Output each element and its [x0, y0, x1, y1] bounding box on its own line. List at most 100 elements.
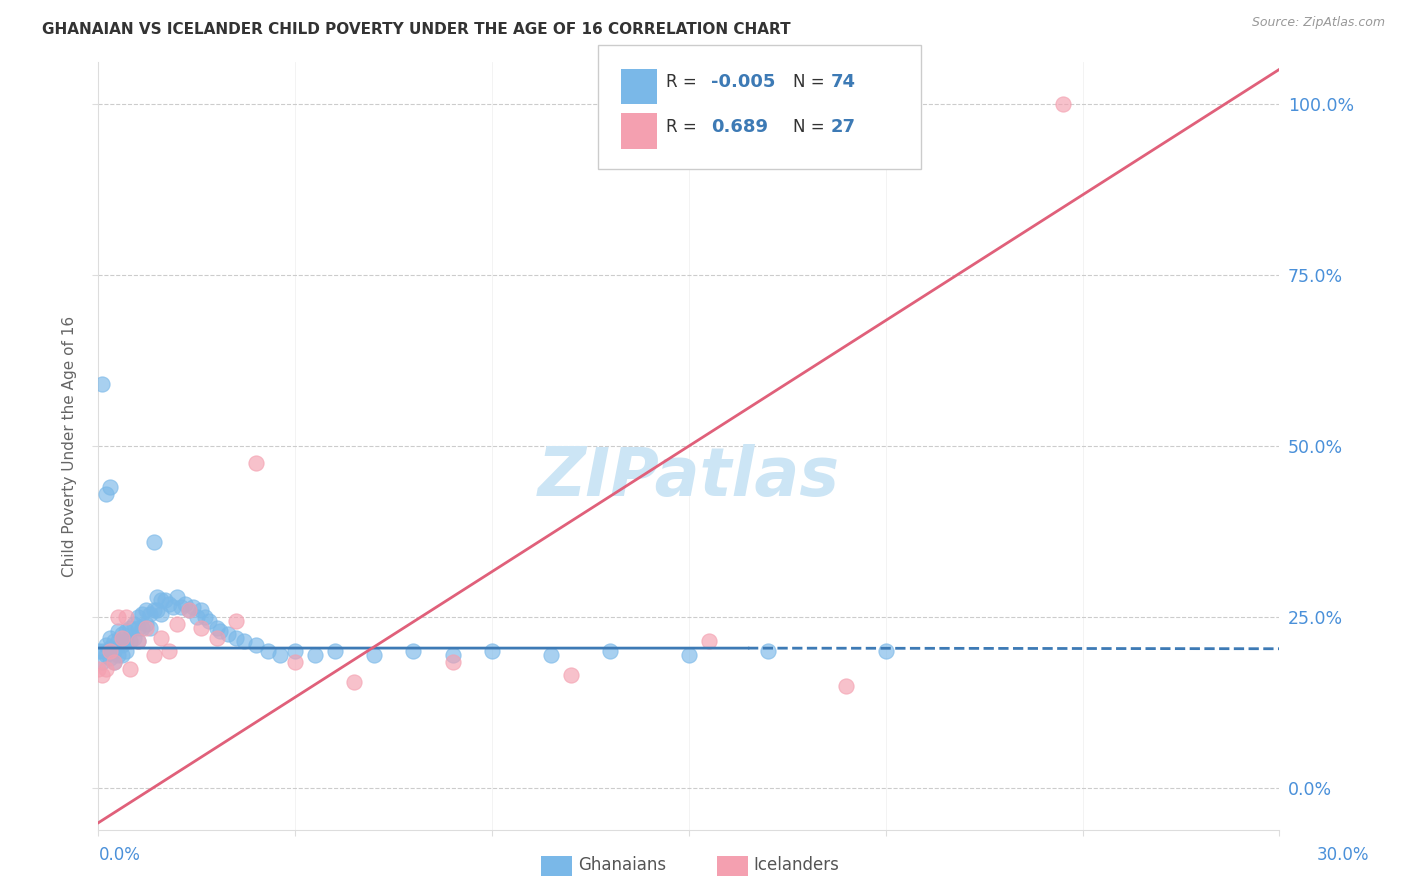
Text: R =: R =	[666, 118, 697, 136]
Point	[205, 631, 228, 645]
Point	[697, 634, 720, 648]
Point	[150, 607, 173, 621]
Point	[166, 590, 188, 604]
Point	[98, 651, 121, 665]
Point	[190, 620, 212, 634]
Text: Ghanaians: Ghanaians	[578, 856, 666, 874]
Point	[96, 487, 118, 501]
Point	[138, 620, 160, 634]
Point	[115, 634, 138, 648]
Point	[115, 644, 138, 658]
Point	[205, 620, 228, 634]
Point	[146, 603, 169, 617]
Point	[186, 610, 208, 624]
Point	[150, 631, 173, 645]
Point	[122, 631, 145, 645]
Point	[131, 607, 153, 621]
Point	[245, 456, 267, 470]
Point	[142, 603, 165, 617]
Point	[118, 620, 141, 634]
Point	[756, 644, 779, 658]
Point	[209, 624, 232, 638]
Point	[599, 644, 621, 658]
Point	[155, 593, 177, 607]
Point	[256, 644, 278, 658]
Point	[197, 614, 219, 628]
Text: -0.005: -0.005	[711, 73, 776, 91]
Point	[284, 644, 307, 658]
Point	[304, 648, 326, 662]
Text: 0.689: 0.689	[711, 118, 769, 136]
Point	[91, 377, 114, 392]
Point	[115, 610, 138, 624]
Point	[127, 634, 149, 648]
Text: 0.0%: 0.0%	[98, 846, 141, 863]
Point	[138, 607, 160, 621]
Point	[157, 644, 180, 658]
Point	[96, 638, 118, 652]
Point	[142, 648, 165, 662]
Text: GHANAIAN VS ICELANDER CHILD POVERTY UNDER THE AGE OF 16 CORRELATION CHART: GHANAIAN VS ICELANDER CHILD POVERTY UNDE…	[42, 22, 790, 37]
Point	[245, 638, 267, 652]
Point	[103, 644, 125, 658]
Text: Source: ZipAtlas.com: Source: ZipAtlas.com	[1251, 16, 1385, 29]
Point	[157, 597, 180, 611]
Point	[343, 675, 366, 690]
Text: N =: N =	[793, 118, 824, 136]
Point	[135, 620, 157, 634]
Point	[150, 593, 173, 607]
Point	[118, 634, 141, 648]
Point	[87, 644, 110, 658]
Point	[166, 617, 188, 632]
Point	[441, 648, 464, 662]
Text: R =: R =	[666, 73, 697, 91]
Point	[91, 668, 114, 682]
Point	[107, 624, 129, 638]
Point	[96, 662, 118, 676]
Point	[194, 610, 217, 624]
Text: 74: 74	[831, 73, 856, 91]
Text: ZIPatlas: ZIPatlas	[538, 443, 839, 509]
Point	[162, 599, 184, 614]
Point	[103, 634, 125, 648]
Point	[181, 599, 204, 614]
Point	[103, 655, 125, 669]
Text: Icelanders: Icelanders	[754, 856, 839, 874]
Point	[835, 679, 858, 693]
Point	[402, 644, 425, 658]
Point	[142, 535, 165, 549]
Point	[1052, 96, 1074, 111]
Point	[177, 603, 200, 617]
Point	[122, 617, 145, 632]
Point	[363, 648, 385, 662]
Point	[225, 614, 247, 628]
Point	[91, 655, 114, 669]
Point	[107, 648, 129, 662]
Point	[87, 662, 110, 676]
Point	[111, 627, 134, 641]
Text: N =: N =	[793, 73, 824, 91]
Point	[135, 617, 157, 632]
Point	[875, 644, 897, 658]
Point	[111, 631, 134, 645]
Point	[98, 644, 121, 658]
Text: 30.0%: 30.0%	[1316, 846, 1369, 863]
Point	[111, 638, 134, 652]
Text: 27: 27	[831, 118, 856, 136]
Point	[233, 634, 256, 648]
Point	[98, 641, 121, 656]
Point	[217, 627, 239, 641]
Point	[107, 610, 129, 624]
Point	[225, 631, 247, 645]
Point	[678, 648, 700, 662]
Point	[103, 655, 125, 669]
Point	[98, 631, 121, 645]
Point	[540, 648, 562, 662]
Point	[174, 597, 197, 611]
Point	[146, 590, 169, 604]
Point	[177, 603, 200, 617]
Point	[131, 620, 153, 634]
Point	[190, 603, 212, 617]
Point	[96, 648, 118, 662]
Point	[127, 620, 149, 634]
